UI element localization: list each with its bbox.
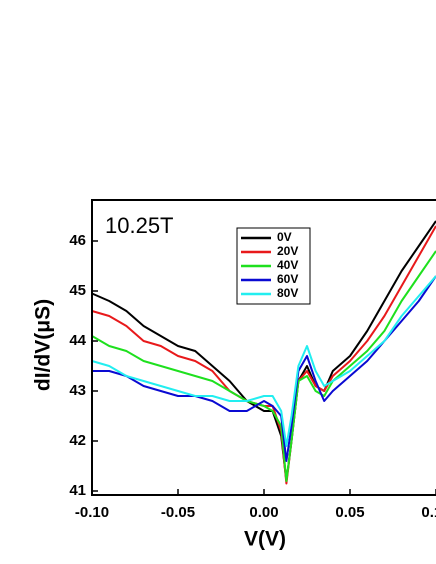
y-axis-label: dI/dV(μS) — [32, 299, 55, 391]
x-tick-label: 0.10 — [421, 504, 436, 521]
series-line — [91, 275, 436, 447]
legend-label: 40V — [277, 258, 298, 272]
x-tick-label: 0.05 — [335, 504, 364, 521]
y-tick-label: 45 — [69, 282, 86, 299]
x-tick-label: -0.05 — [161, 504, 195, 521]
x-tick-label: 0.00 — [249, 504, 278, 521]
annotation: 10.25T — [105, 213, 174, 238]
y-tick-label: 42 — [69, 432, 86, 449]
legend-label: 0V — [277, 230, 292, 244]
y-tick-label: 46 — [69, 232, 86, 249]
plot-frame — [91, 199, 436, 496]
legend-label: 20V — [277, 244, 298, 258]
legend-label: 80V — [277, 286, 298, 300]
series-line — [91, 250, 436, 482]
x-axis-label: V(V) — [244, 528, 286, 551]
y-tick-label: 44 — [69, 332, 86, 349]
y-tick-label: 41 — [69, 482, 86, 499]
y-tick-label: 43 — [69, 382, 86, 399]
series-line — [92, 275, 436, 462]
legend-label: 60V — [277, 272, 298, 286]
x-tick-label: -0.10 — [75, 504, 109, 521]
